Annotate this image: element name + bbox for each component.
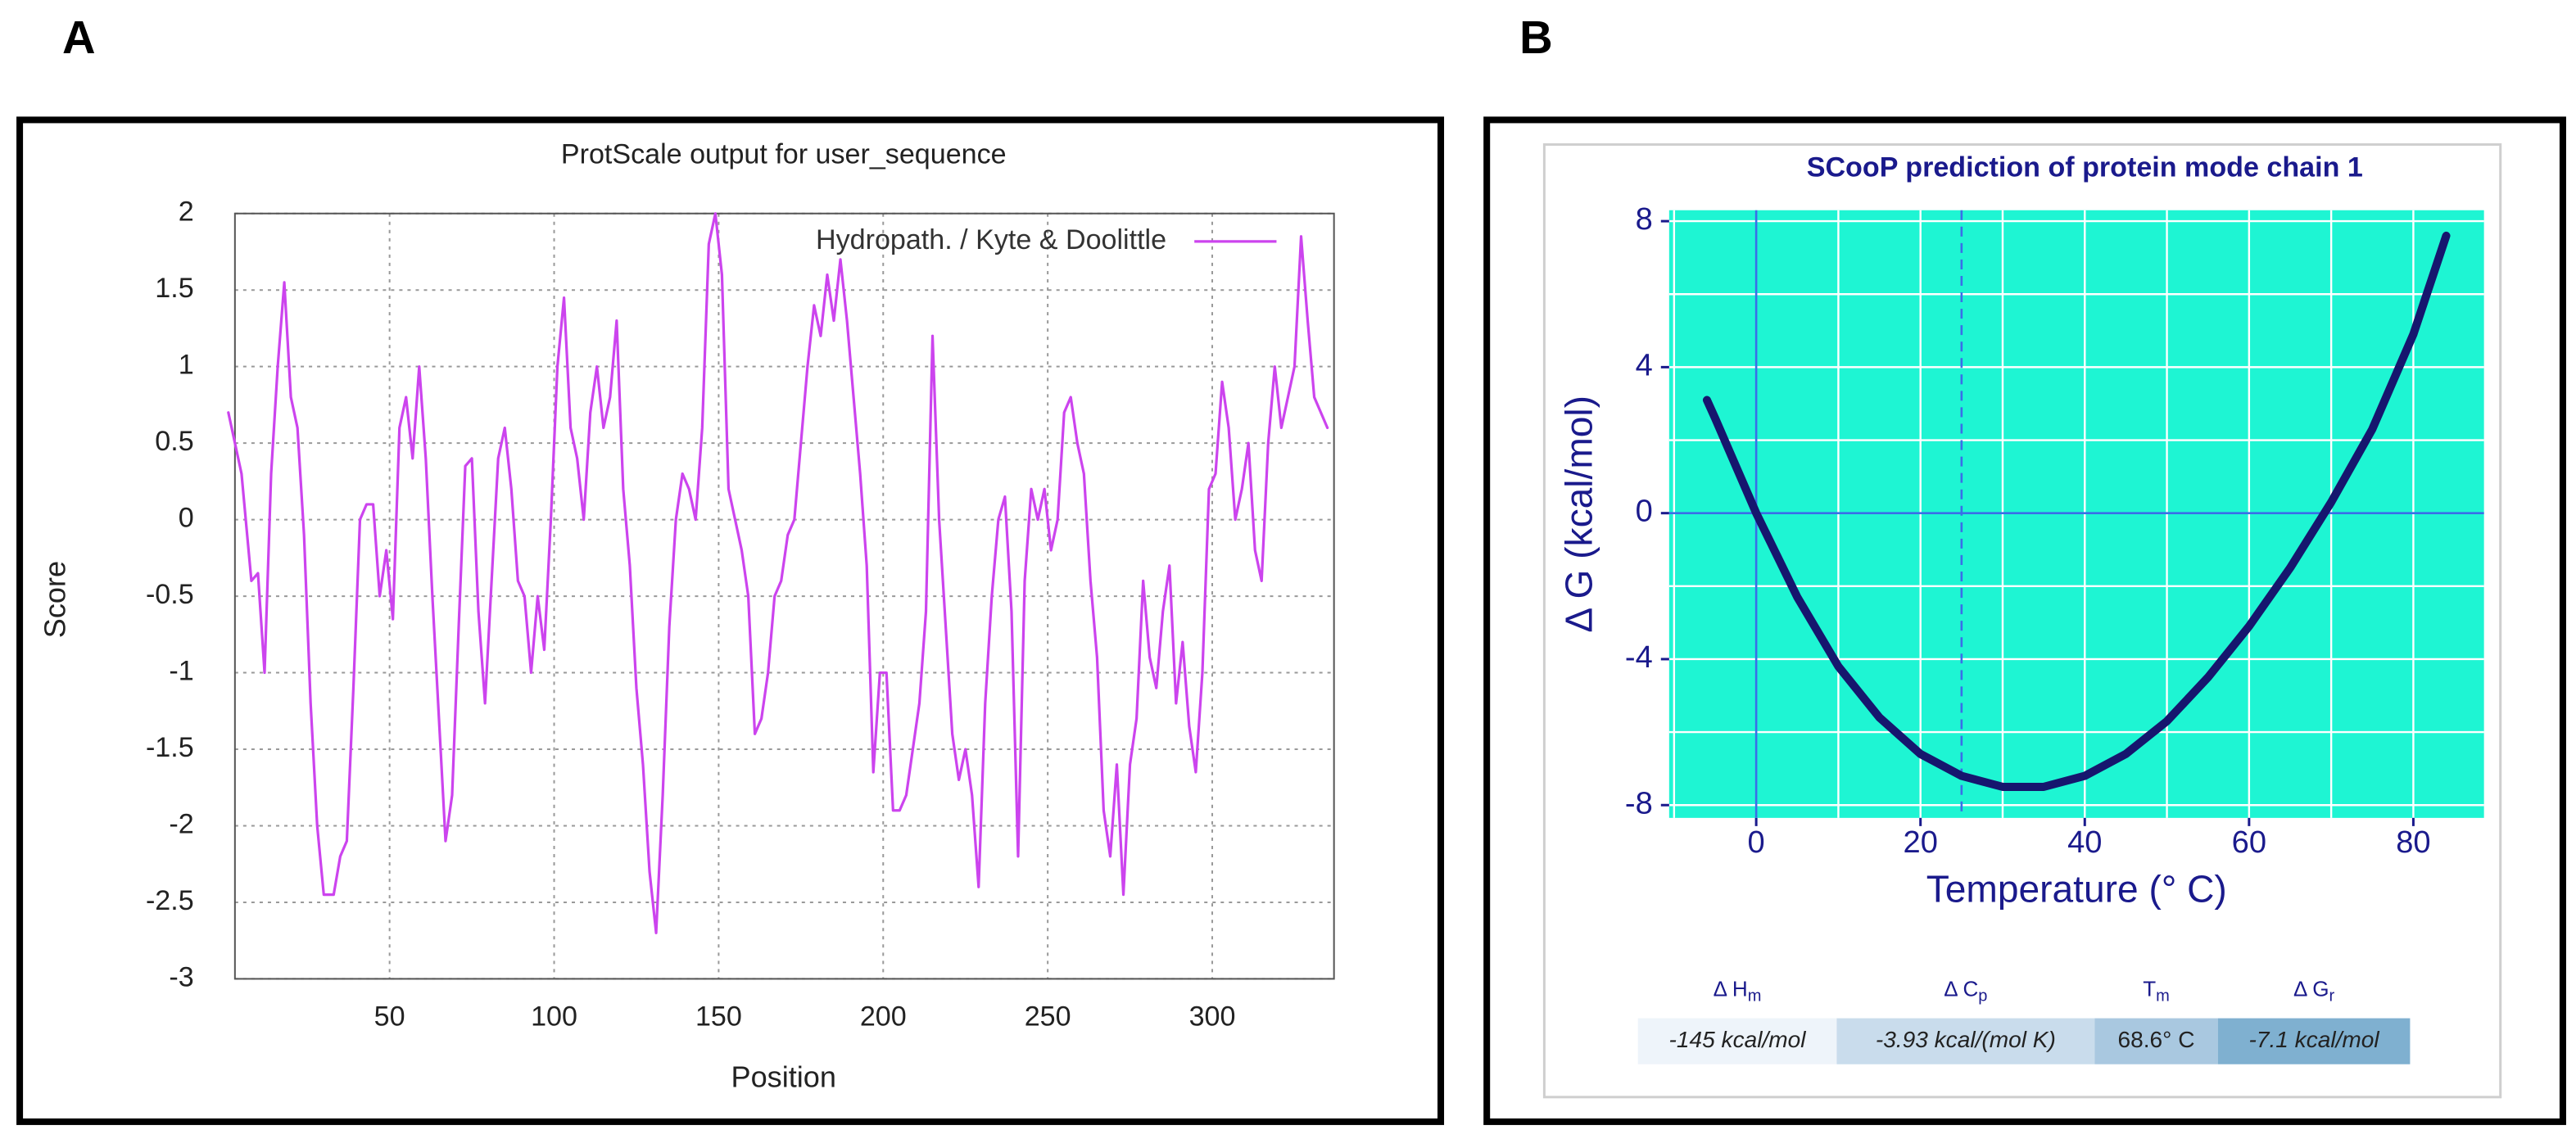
x-tick-label: 100 [531, 1001, 577, 1033]
table-cell [2217, 1018, 2411, 1064]
x-tick-label: 20 [1904, 825, 1938, 860]
plot-border [233, 212, 1335, 980]
x-axis-label: Temperature (° C) [1926, 867, 2227, 910]
table-header-text: Δ G [2293, 976, 2329, 1001]
table-header: Δ Cp [1944, 976, 1987, 1005]
table-header-sub: m [1748, 988, 1762, 1006]
y-tick-label: -0.5 [146, 579, 194, 610]
table-cell [2094, 1018, 2218, 1064]
y-tick-label: 1.5 [155, 273, 193, 304]
x-tick-label: 200 [860, 1001, 907, 1033]
x-tick-label: 50 [374, 1001, 405, 1033]
x-axis-label: Position [731, 1060, 836, 1093]
table-cell [1836, 1018, 2095, 1064]
y-tick-label: 4 [1636, 348, 1653, 382]
y-tick-label: 0 [179, 503, 194, 534]
table-cell [1637, 1018, 1837, 1064]
panel-a-frame [16, 116, 1445, 1125]
x-tick-label: 0 [1748, 825, 1765, 860]
table-value: -3.93 kcal/(mol K) [1876, 1027, 2056, 1052]
table-header: Tm [2143, 976, 2170, 1005]
y-tick-label: -2 [169, 808, 193, 839]
y-tick-label: 1 [179, 350, 194, 381]
y-tick-label: 0 [1636, 495, 1653, 529]
table-header-text: Δ H [1714, 976, 1748, 1001]
panel-b-inner-frame [1542, 142, 2502, 1099]
data-line [1702, 231, 2451, 791]
y-tick-label: -3 [169, 961, 193, 992]
y-tick-label: -4 [1625, 640, 1653, 675]
x-tick-label: 80 [2396, 825, 2430, 860]
y-tick-label: -1.5 [146, 732, 194, 763]
table-value: 68.6° C [2118, 1027, 2195, 1052]
x-tick-label: 150 [695, 1001, 742, 1033]
y-tick-label: 8 [1636, 202, 1653, 237]
y-tick-label: -1 [169, 656, 193, 687]
table-header-text: Δ C [1944, 976, 1978, 1001]
x-tick-label: 250 [1025, 1001, 1071, 1033]
x-tick-label: 60 [2232, 825, 2266, 860]
y-axis-label: Δ G (kcal/mol) [1558, 395, 1600, 633]
table-header-text: T [2143, 976, 2156, 1001]
panel-label: B [1519, 11, 1553, 63]
table-header-sub: p [1978, 988, 1987, 1006]
y-tick-label: -8 [1625, 786, 1653, 820]
table-value: -145 kcal/mol [1669, 1027, 1807, 1052]
table-value: -7.1 kcal/mol [2248, 1027, 2379, 1052]
x-tick-label: 300 [1189, 1001, 1236, 1033]
legend-label: Hydropath. / Kyte & Doolittle [816, 224, 1166, 255]
table-header: Δ Hm [1714, 976, 1762, 1005]
x-tick-label: 40 [2067, 825, 2102, 860]
y-tick-label: 0.5 [155, 426, 193, 457]
y-tick-label: 2 [179, 197, 194, 228]
y-axis-label: Score [38, 561, 72, 638]
table-header-sub: r [2329, 988, 2334, 1006]
y-tick-label: -2.5 [146, 885, 194, 916]
panel-label: A [62, 11, 96, 63]
chart-title: ProtScale output for user_sequence [561, 139, 1007, 170]
data-line [227, 212, 1329, 934]
table-header: Δ Gr [2293, 976, 2334, 1005]
table-header-sub: m [2156, 988, 2170, 1006]
chart-title: SCooP prediction of protein mode chain 1 [1807, 152, 2363, 183]
